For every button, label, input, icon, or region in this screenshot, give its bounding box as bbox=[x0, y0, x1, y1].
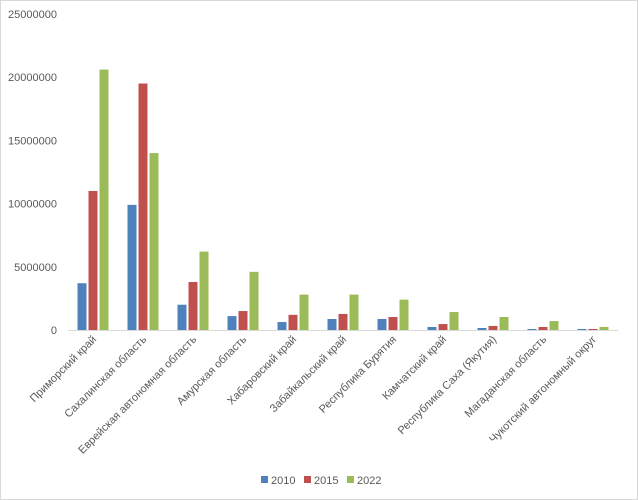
bar-2015 bbox=[538, 326, 548, 330]
bar-2022 bbox=[199, 251, 209, 330]
x-tick-label: Сахалинская область bbox=[62, 333, 149, 420]
bar-2015 bbox=[388, 316, 398, 330]
bar-2010 bbox=[77, 283, 87, 330]
bar-2010 bbox=[527, 328, 537, 330]
bar-2015 bbox=[438, 324, 448, 330]
bar-2010 bbox=[277, 322, 287, 330]
legend-swatch-2022 bbox=[347, 476, 354, 483]
bar-2022 bbox=[299, 294, 309, 330]
legend-swatch-2015 bbox=[304, 476, 311, 483]
x-tick-label: Магаданская область bbox=[463, 333, 550, 420]
bar-2010 bbox=[127, 204, 137, 330]
legend-label: 2010 bbox=[271, 475, 295, 487]
bar-2010 bbox=[177, 304, 187, 330]
bar-2015 bbox=[488, 325, 498, 330]
x-tick-label: Чукотский автономный округ bbox=[487, 334, 599, 446]
bar-2015 bbox=[138, 83, 148, 331]
bar-2010 bbox=[377, 319, 387, 330]
bar-2010 bbox=[327, 319, 337, 330]
bar-2015 bbox=[588, 328, 598, 330]
y-axis: 0 5000000 10000000 15000000 20000000 25000000 bbox=[8, 9, 57, 337]
legend-label: 2015 bbox=[314, 475, 338, 487]
bars bbox=[77, 69, 609, 331]
bar-2015 bbox=[288, 314, 298, 330]
legend-swatch-2010 bbox=[261, 476, 268, 483]
y-tick-label: 20000000 bbox=[8, 72, 57, 84]
y-tick-label: 25000000 bbox=[8, 9, 57, 21]
legend-label: 2022 bbox=[357, 475, 381, 487]
bar-2015 bbox=[188, 281, 198, 330]
bar-2022 bbox=[349, 294, 359, 330]
bar-2022 bbox=[499, 316, 509, 330]
bar-2022 bbox=[599, 326, 609, 330]
bar-2010 bbox=[427, 326, 437, 330]
bar-2022 bbox=[149, 153, 159, 330]
x-tick-label: Республика Саха (Якутия) bbox=[396, 334, 499, 437]
y-tick-label: 0 bbox=[51, 325, 57, 337]
bar-2015 bbox=[338, 313, 348, 330]
bar-2022 bbox=[549, 321, 559, 330]
y-tick-label: 10000000 bbox=[8, 199, 57, 211]
bar-2022 bbox=[399, 299, 409, 330]
bar-2010 bbox=[577, 328, 587, 330]
bar-2015 bbox=[238, 311, 248, 330]
bar-2022 bbox=[449, 312, 459, 330]
y-tick-label: 5000000 bbox=[14, 262, 57, 274]
bar-2015 bbox=[88, 190, 98, 330]
y-tick-label: 15000000 bbox=[8, 135, 57, 147]
bar-2022 bbox=[99, 69, 109, 330]
bar-2010 bbox=[227, 316, 237, 330]
bar-2022 bbox=[249, 271, 259, 330]
bar-2010 bbox=[477, 327, 487, 330]
legend: 2010 2015 2022 bbox=[261, 475, 381, 487]
